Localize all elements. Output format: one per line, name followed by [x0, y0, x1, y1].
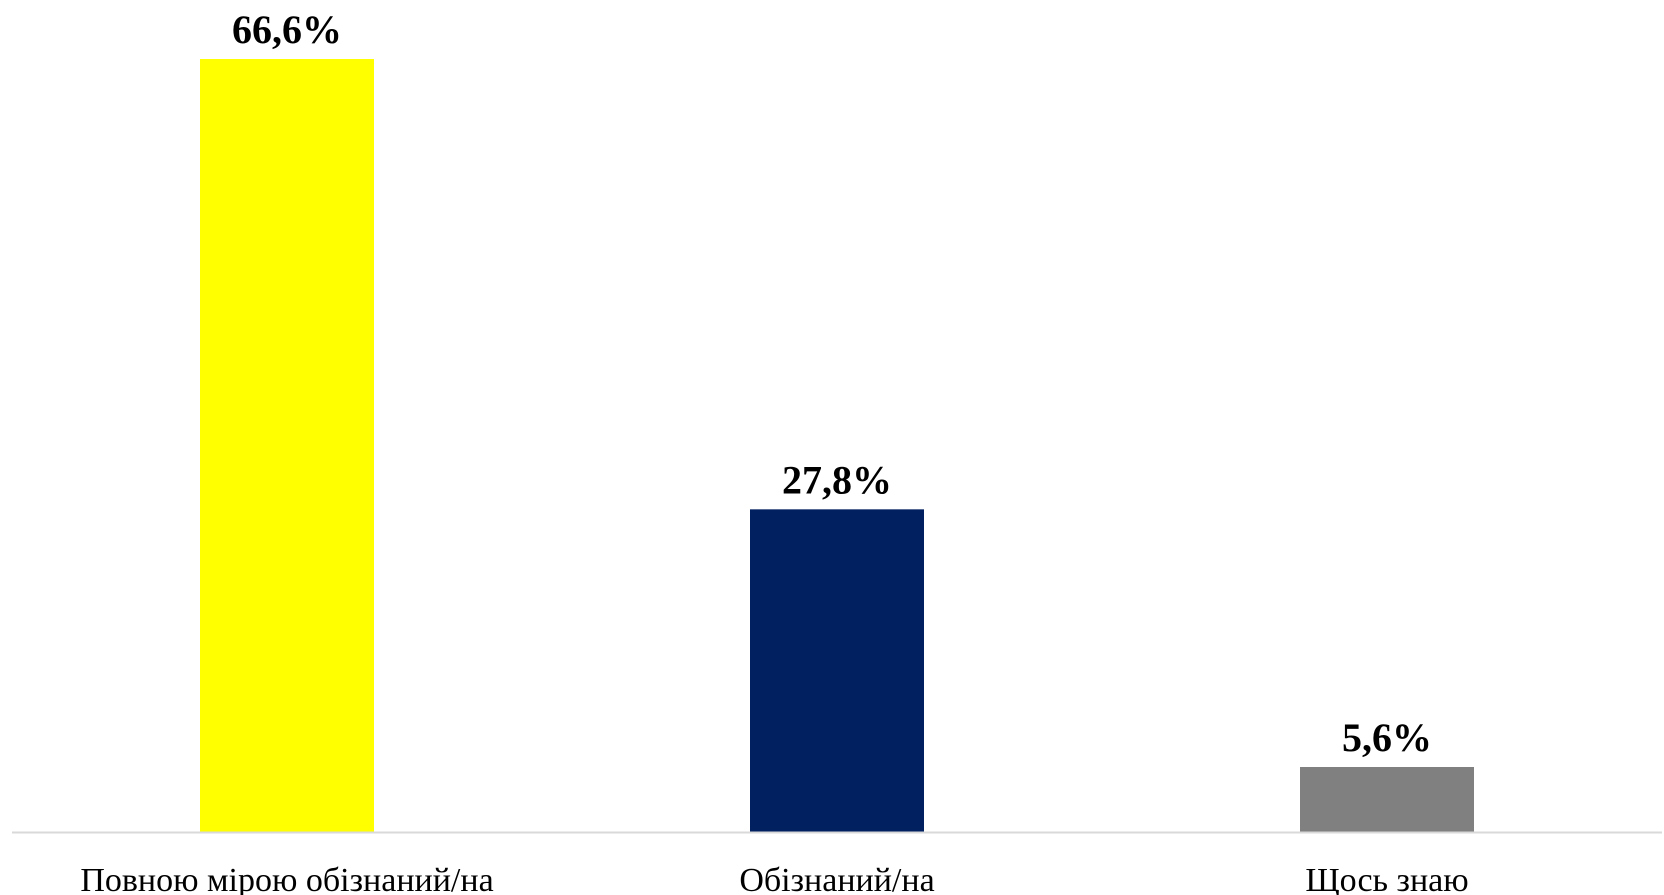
- bar-1: [200, 59, 374, 832]
- bar-3: [1300, 767, 1474, 832]
- data-label-3: 5,6%: [1342, 715, 1432, 760]
- data-label-1: 66,6%: [232, 7, 342, 52]
- bars-group: [200, 59, 1474, 832]
- value-labels-group: 66,6% 27,8% 5,6%: [232, 7, 1432, 760]
- category-label-1: Повною мірою обізнаний/на: [80, 862, 493, 895]
- bar-2: [750, 509, 924, 832]
- category-label-2: Обізнаний/на: [739, 862, 934, 895]
- category-label-3: Щось знаю: [1305, 862, 1468, 895]
- data-label-2: 27,8%: [782, 457, 892, 502]
- category-labels-group: Повною мірою обізнаний/на Обізнаний/на Щос…: [80, 862, 1468, 895]
